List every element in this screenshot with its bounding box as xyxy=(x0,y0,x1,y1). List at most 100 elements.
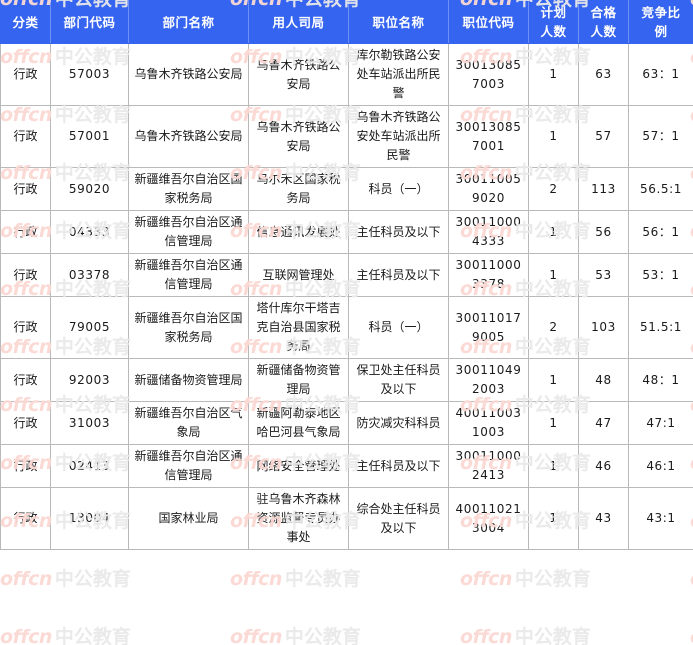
cell-dept-name: 国家林业局 xyxy=(128,487,249,550)
cell-dept-code: 02413 xyxy=(50,444,129,488)
cell-dept-name: 新疆维吾尔自治区通信管理局 xyxy=(128,253,249,297)
cell-qualified-count: 103 xyxy=(578,296,629,359)
cell-position-code: 400110031003 xyxy=(448,401,529,445)
cell-plan-count: 2 xyxy=(528,167,579,211)
table-container: 分类 部门代码 部门名称 用人司局 职位名称 职位代码 计划 人数 合格 人数 … xyxy=(0,0,693,550)
cell-dept-code: 59020 xyxy=(50,167,129,211)
cell-plan-count: 1 xyxy=(528,210,579,254)
cell-dept-name: 新疆维吾尔自治区气象局 xyxy=(128,401,249,445)
cell-dept-code: 92003 xyxy=(50,358,129,402)
cell-qualified-count: 63 xyxy=(578,43,629,106)
watermark-brand-cn: 中公教育 xyxy=(284,626,361,645)
watermark-brand-latin: offcn xyxy=(460,626,512,645)
cell-position-code: 400110213004 xyxy=(448,487,529,550)
column-header-position-code: 职位代码 xyxy=(448,0,529,44)
cell-dept-code: 13004 xyxy=(50,487,129,550)
cell-plan-count: 1 xyxy=(528,487,579,550)
cell-bureau: 乌尔禾区国家税务局 xyxy=(248,167,349,211)
column-header-qualified-count: 合格 人数 xyxy=(578,0,629,44)
cell-ratio: 56：1 xyxy=(628,210,693,254)
cell-ratio: 48：1 xyxy=(628,358,693,402)
watermark-brand-cn: 中公教育 xyxy=(54,626,131,645)
watermark-brand-latin: offcn xyxy=(460,568,512,590)
cell-dept-code: 57001 xyxy=(50,105,129,168)
column-header-ratio: 竞争比 例 xyxy=(628,0,693,44)
table-row: 行政 31003 新疆维吾尔自治区气象局 新疆阿勒泰地区哈巴河县气象局 防灾减灾科科员 4… xyxy=(0,401,693,445)
cell-qualified-count: 48 xyxy=(578,358,629,402)
cell-dept-code: 04333 xyxy=(50,210,129,254)
position-competition-table: 分类 部门代码 部门名称 用人司局 职位名称 职位代码 计划 人数 合格 人数 … xyxy=(0,0,693,550)
cell-bureau: 塔什库尔干塔吉克自治县国家税务局 xyxy=(248,296,349,359)
column-header-qualified-count-line1: 合格 xyxy=(590,5,617,20)
cell-position-name: 综合处主任科员及以下 xyxy=(348,487,449,550)
header-row: 分类 部门代码 部门名称 用人司局 职位名称 职位代码 计划 人数 合格 人数 … xyxy=(0,0,693,44)
cell-bureau: 乌鲁木齐铁路公安局 xyxy=(248,43,349,106)
cell-qualified-count: 56 xyxy=(578,210,629,254)
cell-ratio: 47:1 xyxy=(628,401,693,445)
cell-dept-code: 31003 xyxy=(50,401,129,445)
cell-category: 行政 xyxy=(0,210,51,254)
cell-plan-count: 1 xyxy=(528,253,579,297)
cell-category: 行政 xyxy=(0,253,51,297)
table-row: 行政 92003 新疆储备物资管理局 新疆储备物资管理局 保卫处主任科员及以下 30011… xyxy=(0,358,693,402)
column-header-plan-count-line1: 计划 xyxy=(540,5,567,20)
column-header-qualified-count-line2: 人数 xyxy=(590,24,617,39)
column-header-plan-count-line2: 人数 xyxy=(540,24,567,39)
column-header-dept-name: 部门名称 xyxy=(128,0,249,44)
cell-dept-name: 新疆储备物资管理局 xyxy=(128,358,249,402)
cell-category: 行政 xyxy=(0,167,51,211)
cell-qualified-count: 53 xyxy=(578,253,629,297)
column-header-plan-count: 计划 人数 xyxy=(528,0,579,44)
cell-ratio: 56.5:1 xyxy=(628,167,693,211)
cell-position-name: 科员（一） xyxy=(348,167,449,211)
cell-category: 行政 xyxy=(0,296,51,359)
watermark-brand-latin: offcn xyxy=(230,626,282,645)
cell-position-code: 300110059020 xyxy=(448,167,529,211)
table-row: 行政 13004 国家林业局 驻乌鲁木齐森林资源监督专员办事处 综合处主任科员及以下 40… xyxy=(0,487,693,550)
cell-category: 行政 xyxy=(0,487,51,550)
cell-bureau: 互联网管理处 xyxy=(248,253,349,297)
cell-qualified-count: 46 xyxy=(578,444,629,488)
cell-dept-name: 新疆维吾尔自治区国家税务局 xyxy=(128,167,249,211)
cell-bureau: 网络安全管理处 xyxy=(248,444,349,488)
table-row: 行政 79005 新疆维吾尔自治区国家税务局 塔什库尔干塔吉克自治县国家税务局 科员（一… xyxy=(0,296,693,359)
cell-bureau: 驻乌鲁木齐森林资源监督专员办事处 xyxy=(248,487,349,550)
table-row: 行政 02413 新疆维吾尔自治区通信管理局 网络安全管理处 主任科员及以下 300110… xyxy=(0,444,693,488)
cell-dept-code: 79005 xyxy=(50,296,129,359)
cell-dept-code: 57003 xyxy=(50,43,129,106)
cell-qualified-count: 47 xyxy=(578,401,629,445)
watermark-brand-latin: offcn xyxy=(230,568,282,590)
cell-category: 行政 xyxy=(0,43,51,106)
cell-position-code: 300110003378 xyxy=(448,253,529,297)
column-header-dept-code: 部门代码 xyxy=(50,0,129,44)
cell-position-code: 300110492003 xyxy=(448,358,529,402)
cell-category: 行政 xyxy=(0,358,51,402)
cell-dept-name: 新疆维吾尔自治区通信管理局 xyxy=(128,444,249,488)
cell-ratio: 46:1 xyxy=(628,444,693,488)
cell-position-code: 300110179005 xyxy=(448,296,529,359)
cell-position-name: 乌鲁木齐铁路公安处车站派出所民警 xyxy=(348,105,449,168)
cell-ratio: 51.5:1 xyxy=(628,296,693,359)
cell-plan-count: 1 xyxy=(528,358,579,402)
cell-dept-name: 乌鲁木齐铁路公安局 xyxy=(128,43,249,106)
cell-plan-count: 1 xyxy=(528,105,579,168)
cell-qualified-count: 57 xyxy=(578,105,629,168)
cell-position-name: 防灾减灾科科员 xyxy=(348,401,449,445)
cell-ratio: 63：1 xyxy=(628,43,693,106)
watermark-brand-latin: offcn xyxy=(0,626,52,645)
cell-dept-name: 乌鲁木齐铁路公安局 xyxy=(128,105,249,168)
table-row: 行政 03378 新疆维吾尔自治区通信管理局 互联网管理处 主任科员及以下 3001100… xyxy=(0,253,693,297)
cell-position-name: 主任科员及以下 xyxy=(348,253,449,297)
cell-ratio: 57：1 xyxy=(628,105,693,168)
watermark-brand-cn: 中公教育 xyxy=(514,626,591,645)
watermark-brand-cn: 中公教育 xyxy=(514,568,591,590)
cell-ratio: 43:1 xyxy=(628,487,693,550)
cell-plan-count: 1 xyxy=(528,43,579,106)
cell-dept-code: 03378 xyxy=(50,253,129,297)
cell-qualified-count: 43 xyxy=(578,487,629,550)
